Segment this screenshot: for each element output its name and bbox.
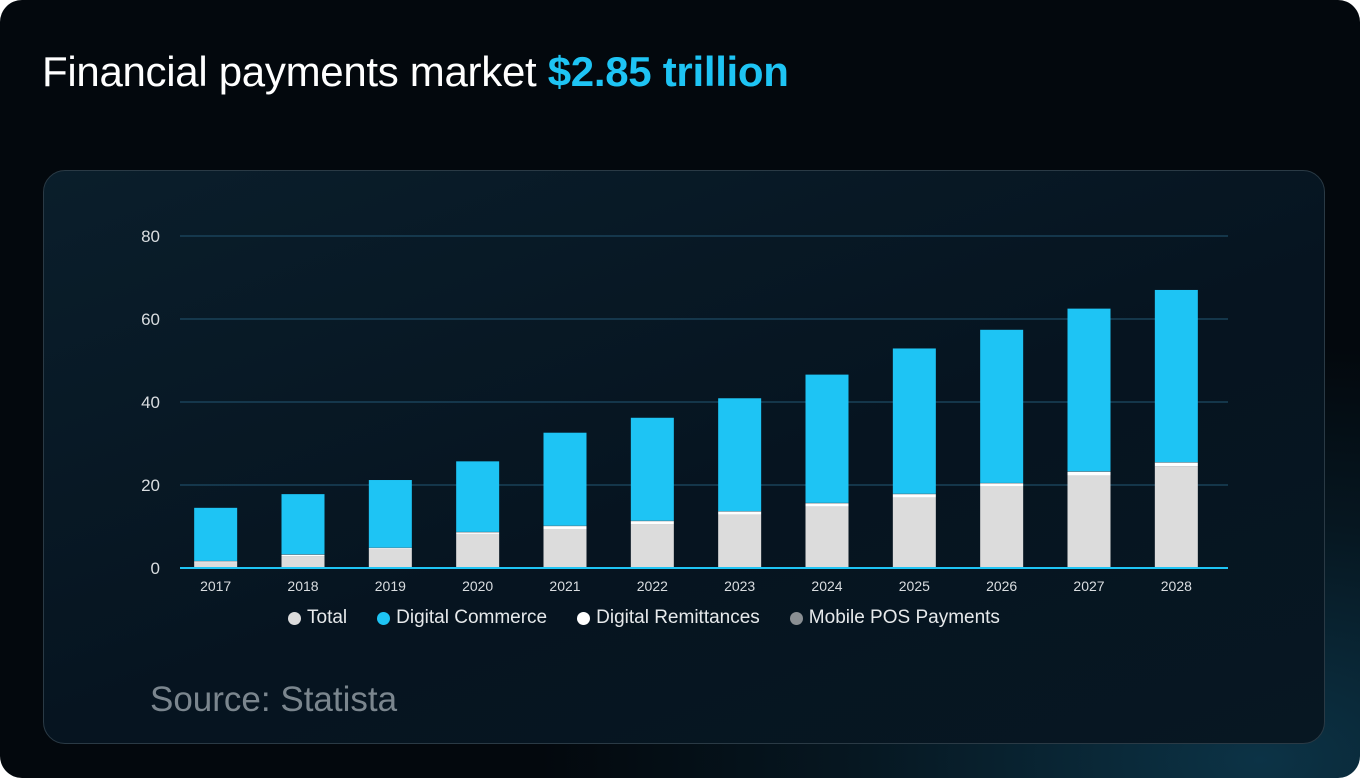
legend-item-mobile-pos-payments: Mobile POS Payments [789,607,1000,629]
bar-total-2028 [1154,466,1198,568]
bar-digital-remittances-2027 [1067,471,1111,476]
legend-swatch [577,611,591,625]
x-tick-label: 2027 [1073,578,1104,594]
y-axis-ticks: 0 20 40 60 80 [141,227,160,578]
x-tick-label: 2028 [1161,578,1192,594]
bar-stack-2028 [1154,289,1198,568]
bar-digital-commerce-2019 [368,480,412,548]
bar-total-2018 [281,556,325,568]
y-tick-label: 20 [141,476,160,495]
x-tick-label: 2022 [637,578,668,594]
x-tick-label: 2024 [811,578,842,594]
bar-total-2023 [718,514,762,568]
bar-total-2019 [368,549,412,568]
x-axis-ticks: 2017 2018 2019 2020 2021 2022 2023 2024 2025 2026… [200,578,1192,594]
legend-swatch [377,611,391,625]
bar-stack-2026 [980,329,1024,568]
x-tick-label: 2023 [724,578,755,594]
y-tick-label: 80 [141,227,160,246]
bar-digital-commerce-2027 [1067,308,1111,472]
bar-digital-commerce-2025 [892,348,936,494]
legend-item-digital-commerce: Digital Commerce [377,607,547,629]
bar-digital-commerce-2021 [543,432,587,526]
x-tick-label: 2021 [549,578,580,594]
bar-digital-commerce-2018 [281,494,325,555]
legend-label: Digital Remittances [596,607,760,628]
legend-item-digital-remittances: Digital Remittances [577,607,760,629]
bar-digital-remittances-2024 [805,503,849,507]
bar-digital-commerce-2026 [980,329,1024,483]
bar-stack-2021 [543,432,587,568]
bar-total-2017 [194,562,238,568]
bar-digital-commerce-2023 [718,398,762,512]
bar-total-2025 [892,497,936,568]
source-note: Source: Statista [150,680,398,719]
bar-digital-remittances-2026 [980,483,1024,487]
bar-digital-remittances-2020 [456,532,500,534]
bar-digital-remittances-2025 [892,494,936,498]
x-tick-label: 2026 [986,578,1017,594]
x-tick-label: 2017 [200,578,231,594]
bar-digital-commerce-2024 [805,374,849,503]
bar-digital-remittances-2019 [368,548,412,550]
bar-stack-2024 [805,374,849,568]
x-tick-label: 2018 [287,578,318,594]
bar-stack-2018 [281,494,325,568]
bar-digital-remittances-2028 [1154,462,1198,467]
bar-digital-remittances-2021 [543,526,587,529]
bar-digital-remittances-2017 [194,561,238,563]
bar-total-2020 [456,533,500,568]
bar-total-2024 [805,506,849,568]
bar-total-2021 [543,528,587,568]
y-tick-label: 0 [151,559,160,578]
legend-label: Total [307,607,348,628]
bar-total-2022 [630,524,674,568]
bar-stack-2017 [194,507,238,568]
legend-item-total: Total [288,607,347,629]
bar-stack-2022 [630,417,674,568]
title-highlight: $2.85 trillion [547,48,789,95]
bar-stack-2025 [892,348,936,568]
chart-panel [43,170,1325,744]
bar-stack-2023 [718,398,762,568]
legend-label: Mobile POS Payments [808,607,1000,628]
legend-swatch [288,611,301,625]
gridlines [180,235,1228,486]
bar-digital-commerce-2020 [456,461,500,532]
legend: Total Digital Commerce Digital Remittances… [288,607,1000,629]
bar-digital-remittances-2022 [630,521,674,525]
bar-total-2027 [1067,475,1111,568]
bar-total-2026 [980,486,1024,568]
legend-label: Digital Commerce [396,607,548,628]
x-tick-label: 2019 [375,578,406,594]
bar-digital-commerce-2028 [1154,289,1198,463]
bar-stack-2027 [1067,308,1111,568]
x-tick-label: 2020 [462,578,493,594]
bar-digital-remittances-2018 [281,554,325,557]
bars [194,289,1198,568]
bar-stack-2020 [456,461,500,568]
y-tick-label: 40 [141,393,160,412]
x-tick-label: 2025 [899,578,930,594]
page-title: Financial payments market $2.85 trillion [42,48,789,96]
bar-digital-commerce-2022 [630,417,674,521]
bar-digital-remittances-2023 [718,511,762,515]
y-tick-label: 60 [141,310,160,329]
title-text: Financial payments market [42,48,548,95]
bar-stack-2019 [368,480,412,568]
legend-swatch [789,611,803,625]
bar-digital-commerce-2017 [194,507,238,561]
